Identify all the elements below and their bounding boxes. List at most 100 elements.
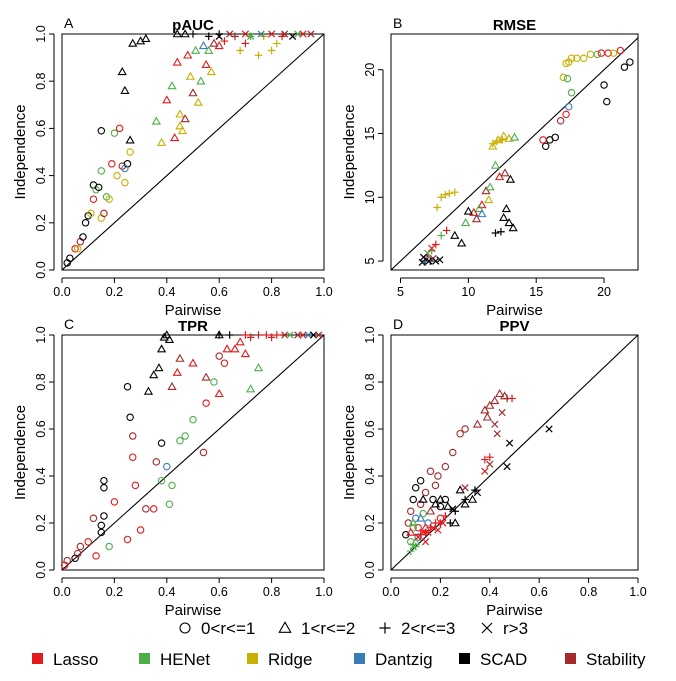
data-point [486,402,493,408]
data-point [158,440,164,446]
data-point [145,388,152,394]
data-point [497,228,505,236]
data-point [211,379,217,385]
panels: 0.00.20.40.60.81.00.00.20.40.60.81.0ApAU… [12,15,647,619]
data-point [168,82,175,88]
method-legend-item: Stability [565,650,646,669]
x-tick-label: 10 [461,285,475,299]
y-tick-label: 0.4 [363,467,377,484]
x-tick-label: 15 [529,285,543,299]
data-point [500,132,507,138]
data-point [101,485,107,491]
legend-color-swatch [32,653,43,664]
data-point [484,414,491,420]
x-tick-label: 0.2 [106,285,123,299]
x-tick-label: 0.0 [53,285,70,299]
data-point [168,383,175,389]
data-point [176,355,183,361]
data-point [174,59,181,65]
data-point [166,501,172,507]
data-point [195,99,202,105]
y-tick-label: 1.0 [363,326,377,343]
y-tick-label: 10 [363,190,377,204]
data-point [487,461,493,467]
method-legend-item: SCAD [459,650,527,669]
data-points [64,30,314,266]
x-tick-label: 1.0 [315,285,332,299]
y-tick-label: 0.0 [34,561,48,578]
data-point [462,485,468,491]
x-tick-label: 0.6 [531,585,548,599]
data-point [499,409,505,415]
data-point [151,506,157,512]
y-tick-label: 15 [363,127,377,141]
data-point [427,508,434,514]
panel-c: 0.00.20.40.60.81.00.00.20.40.60.81.0CTPR… [12,316,333,619]
data-point [563,111,569,117]
data-point [501,169,508,175]
data-point [202,61,209,67]
panel-label: A [64,15,74,31]
data-point [469,496,476,502]
method-legend-label: Dantzig [375,650,433,669]
data-point [273,40,281,48]
data-point [187,73,194,79]
data-point [129,40,136,46]
data-point [150,371,157,377]
data-point [85,539,91,545]
y-tick-label: 0.6 [363,420,377,437]
y-tick-label: 0.2 [363,514,377,531]
data-point [413,485,419,491]
data-point [231,345,238,351]
data-point [433,204,441,212]
method-legend-label: Lasso [53,650,98,669]
data-point [481,407,488,413]
y-axis-label: Independence [341,405,358,500]
method-legend-item: Dantzig [354,650,433,669]
data-point [417,478,423,484]
panel-d: 0.00.20.40.60.81.00.00.20.40.60.81.0DPPV… [341,316,647,619]
data-point [557,118,563,124]
data-point [200,42,207,48]
data-points [61,331,322,568]
y-tick-label: 0.2 [34,214,48,231]
x-tick-label: 5 [397,285,404,299]
x-tick-label: 0.6 [211,285,228,299]
data-point [503,205,510,211]
data-point [581,55,587,61]
identity-line [391,38,638,270]
y-tick-label: 0.4 [34,467,48,484]
data-point [127,149,133,155]
data-point [77,543,83,549]
data-point [82,220,88,226]
legend-plus-icon [379,622,390,633]
x-axis-label: Pairwise [486,302,543,319]
data-point [552,134,558,140]
data-point [164,463,170,469]
data-point [435,473,441,479]
y-tick-label: 0.8 [34,72,48,89]
shape-legend-label: 0<r<=1 [201,619,255,638]
data-point [176,122,183,128]
data-point [482,468,488,474]
data-point [437,232,445,240]
data-point [192,47,199,53]
data-point [111,499,117,505]
data-point [465,208,472,214]
x-tick-label: 0.0 [53,585,70,599]
data-point [90,196,96,202]
data-point [169,482,175,488]
data-point [458,240,465,246]
shape-legend-item: r>3 [482,619,528,638]
shape-legend-item: 0<r<=1 [180,619,255,638]
y-tick-label: 0.8 [363,373,377,390]
data-point [540,137,546,143]
shape-legend: 0<r<=11<r<=22<r<=3r>3 [180,619,528,638]
data-point [200,449,206,455]
data-point [158,139,165,145]
data-point [226,331,234,339]
data-point [568,89,574,95]
data-point [419,496,426,502]
identity-line [391,335,638,570]
x-axis-label: Pairwise [165,602,222,619]
